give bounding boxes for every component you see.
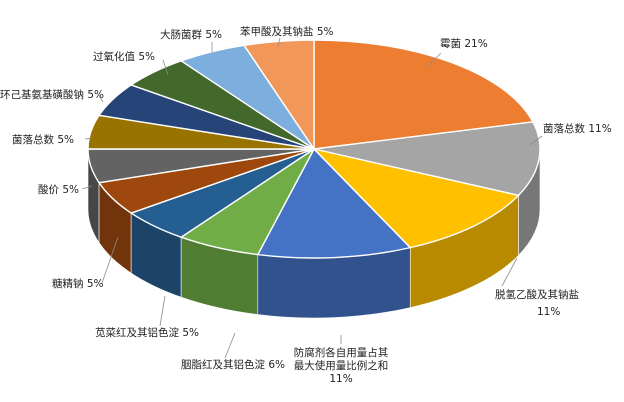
slice-leader-7 <box>81 185 93 190</box>
slice-leader-6 <box>101 236 119 284</box>
slice-label-4: 胭脂红及其铝色淀 6% <box>181 358 285 371</box>
slice-leader-1 <box>529 135 543 146</box>
slice-label-6: 糖精钠 5% <box>52 277 104 290</box>
slice-3 <box>256 147 412 259</box>
slice-0 <box>313 39 534 150</box>
slice-label-12: 苯甲酸及其钠盐 5% <box>240 25 334 38</box>
slice-12 <box>242 39 315 152</box>
slice-label-5: 苋菜红及其铝色淀 5% <box>95 326 199 339</box>
slice-2 <box>311 147 520 249</box>
slice-label-11: 大肠菌群 5% <box>160 28 222 41</box>
slice-label-2: 脱氢乙酸及其钠盐 11% <box>495 288 579 318</box>
slice-label-1: 菌落总数 11% <box>543 122 612 135</box>
slice-label-0: 霉菌 21% <box>440 38 488 50</box>
slice-label-9: 环己基氨基磺酸钠 5% <box>0 88 104 101</box>
slice-label-10: 过氧化值 5% <box>93 50 155 63</box>
slice-label-7: 酸价 5% <box>38 183 79 196</box>
slice-leader-10 <box>162 59 169 76</box>
slice-label-8: 菌落总数 5% <box>12 133 74 146</box>
slice-leader-8 <box>84 137 93 140</box>
pie-labels: 霉菌 21% 菌落总数 11% 脱氢乙酸及其钠盐 11% 防腐剂各自用量占其最大使用量比… <box>0 25 612 385</box>
slice-leader-2 <box>501 257 518 287</box>
pie-sides <box>87 148 541 319</box>
slice-leader-9 <box>97 93 104 103</box>
slice-leader-12 <box>277 37 281 47</box>
slice-leader-4 <box>224 332 236 359</box>
slice-1 <box>313 121 541 197</box>
slice-label-3: 防腐剂各自用量占其最大使用量比例之和 11% <box>294 346 389 385</box>
pie-tops <box>87 39 541 259</box>
slice-leader-5 <box>159 295 166 327</box>
slice-leader-0 <box>427 52 442 67</box>
